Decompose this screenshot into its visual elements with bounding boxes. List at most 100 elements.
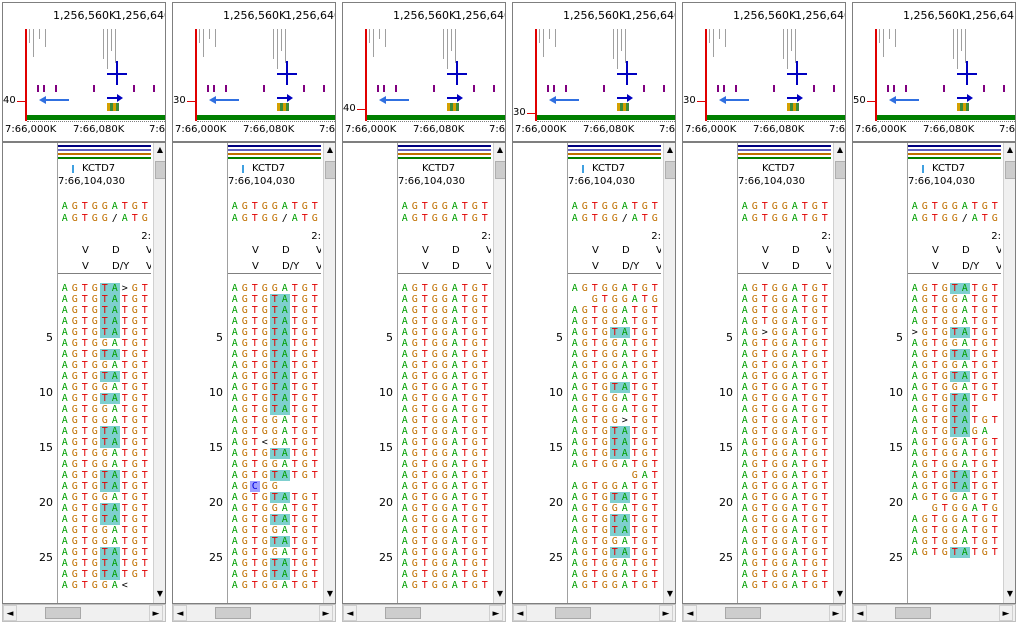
scroll-down-icon[interactable]: ▼ [664, 587, 675, 601]
scroll-down-icon[interactable]: ▼ [834, 587, 845, 601]
scroll-left-icon[interactable]: ◄ [853, 605, 867, 621]
scroll-up-icon[interactable]: ▲ [494, 143, 505, 157]
scroll-up-icon[interactable]: ▲ [324, 143, 335, 157]
alignment-view[interactable]: 5 10 15 20 25 KCTD7 7:66,104,030 A G T G G A T G T A G T G G… [852, 142, 1016, 604]
scroll-left-icon[interactable]: ◄ [343, 605, 357, 621]
scroll-thumb[interactable] [385, 607, 421, 619]
scroll-thumb[interactable] [495, 161, 505, 179]
overview-track[interactable]: 1,256,560K 1,256,640 30 7:66,000K 7:66,080K 7… [682, 2, 846, 142]
scroll-thumb[interactable] [325, 161, 335, 179]
horizontal-scrollbar[interactable]: ◄ ► [852, 604, 1016, 622]
scroll-thumb[interactable] [895, 607, 931, 619]
read-row[interactable]: A G T G T A > G T [60, 283, 150, 294]
read-row[interactable]: A G T G G > T G T [570, 415, 660, 426]
read-row[interactable]: A G T G G A < [60, 580, 130, 591]
scroll-thumb[interactable] [1005, 161, 1015, 179]
scroll-thumb[interactable] [725, 607, 761, 619]
overview-track[interactable]: 1,256,560K 1,256,640 40 7:66,000K 7:66,080K 7… [2, 2, 166, 142]
overview-track[interactable]: 1,256,560K 1,256,640 30 7:66,000K 7:66,080K 7… [512, 2, 676, 142]
vertical-scrollbar[interactable]: ▲ ▼ [493, 143, 505, 603]
alignment-view[interactable]: 5 10 15 20 25 KCTD7 7:66,104,030 A G T G G A T G T A G T G G… [2, 142, 166, 604]
read-row[interactable]: > G T G T A T G T [910, 327, 1000, 338]
horizontal-scrollbar[interactable]: ◄ ► [682, 604, 846, 622]
scroll-right-icon[interactable]: ► [829, 605, 843, 621]
scroll-left-icon[interactable]: ◄ [3, 605, 17, 621]
reads-area[interactable]: A G T G T A > G T A G T G T A T G T A G T G T A T G T A G T G T A T G T A G T G… [58, 283, 151, 603]
scroll-right-icon[interactable]: ► [489, 605, 503, 621]
alignment-view[interactable]: 5 10 15 20 25 KCTD7 7:66,104,030 A G T G G A T G T A G T G G… [512, 142, 676, 604]
scroll-left-icon[interactable]: ◄ [683, 605, 697, 621]
